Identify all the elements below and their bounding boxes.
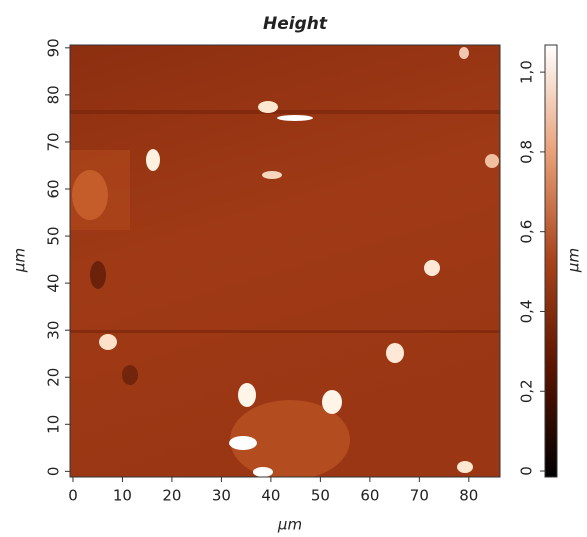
colorbar-tick-label: 0,8 [518,140,536,164]
y-tick-label: 10 [45,415,63,434]
colorbar-tick-label: 0 [518,466,536,476]
x-tick-label: 70 [410,487,429,505]
y-tick-label: 0 [45,467,63,477]
y-tick-label: 50 [45,227,63,246]
x-tick-label: 30 [212,487,231,505]
colorbar-tick-label: 0,4 [518,300,536,324]
colorbar-label: µm [565,248,583,273]
x-tick-label: 40 [261,487,280,505]
y-tick-label: 70 [45,132,63,151]
y-tick-label: 20 [45,368,63,387]
colorbar-tick-label: 0,6 [518,220,536,244]
y-tick-label: 90 [45,38,63,57]
y-tick-label: 60 [45,179,63,198]
x-tick-label: 0 [68,487,78,505]
height-image [70,45,500,477]
x-tick-label: 80 [459,487,478,505]
colorbar-tick-label: 1,0 [518,60,536,84]
x-tick-label: 10 [113,487,132,505]
y-tick-label: 40 [45,274,63,293]
plot-frame [69,44,501,478]
chart-title: Height [263,14,328,34]
x-tick-label: 60 [360,487,379,505]
y-axis-label: µm [11,248,29,273]
colorbar [544,44,558,478]
y-tick-label: 80 [45,85,63,104]
x-axis-label: µm [277,516,302,534]
x-tick-label: 50 [311,487,330,505]
x-tick-label: 20 [162,487,181,505]
y-tick-label: 30 [45,321,63,340]
colorbar-tick-label: 0,2 [518,379,536,403]
